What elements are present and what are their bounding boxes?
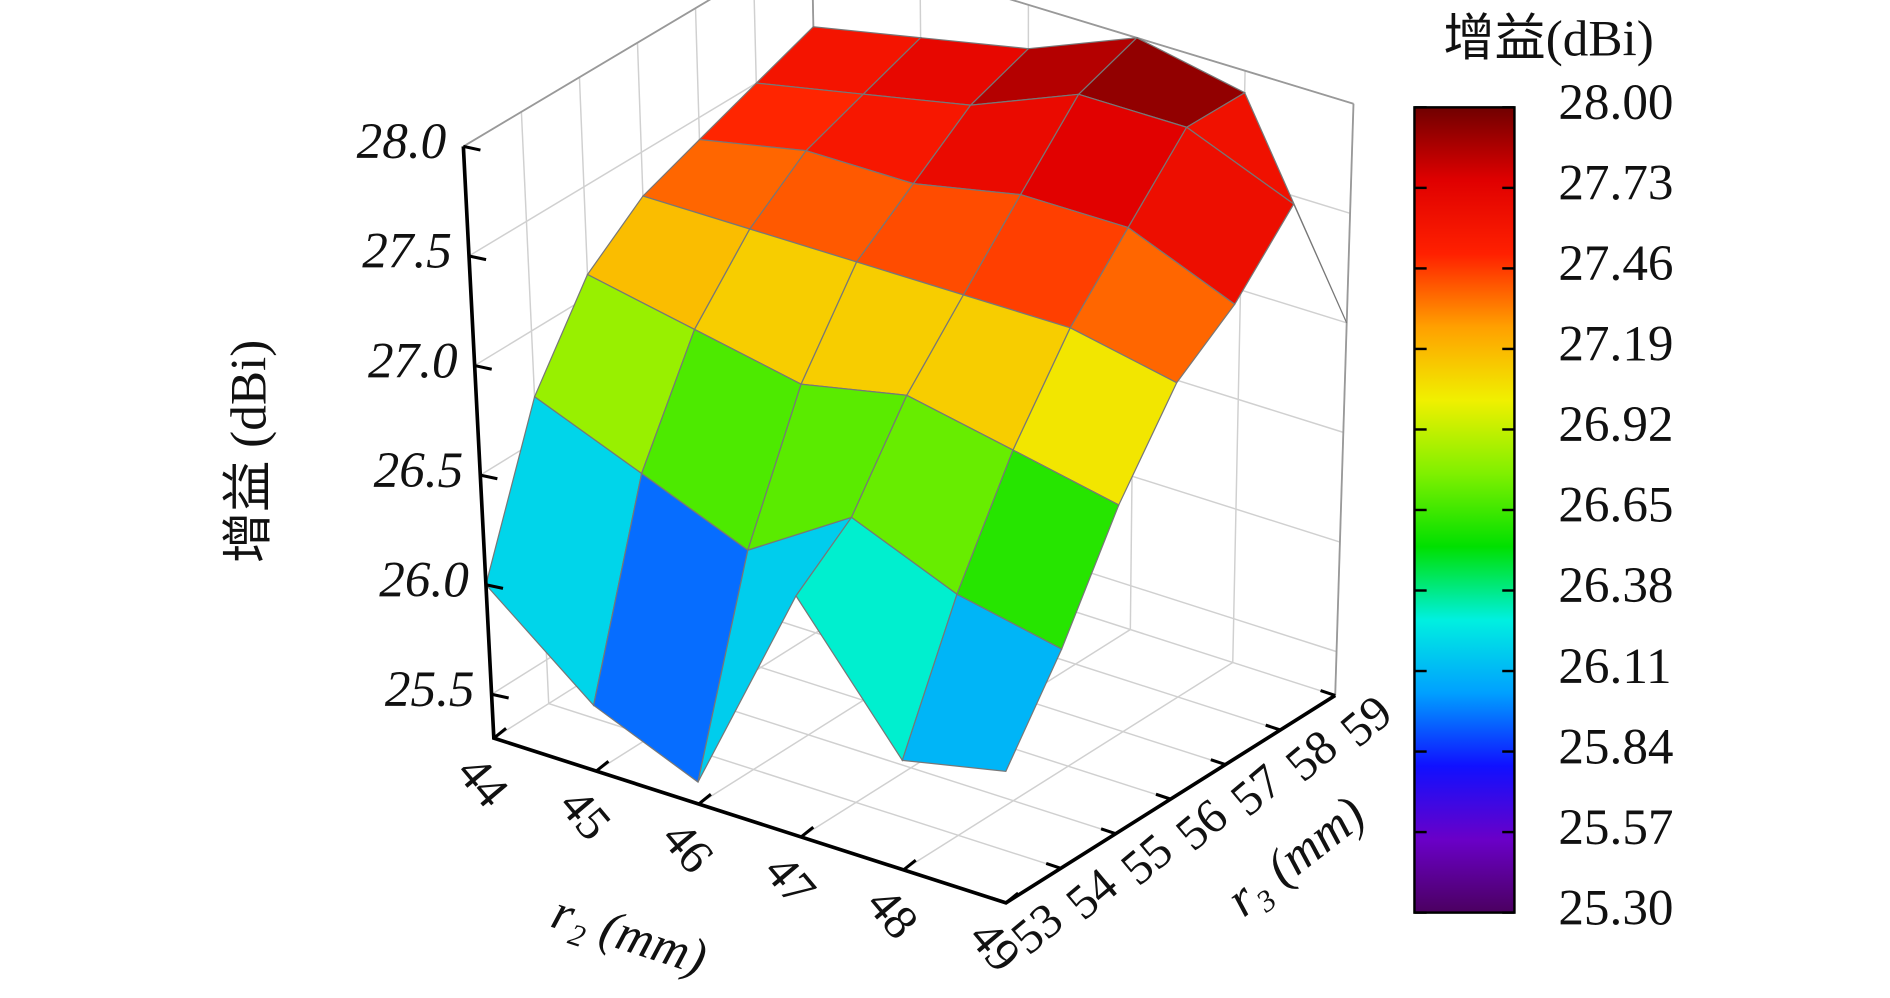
tick-mark	[1265, 723, 1281, 732]
surface-patch	[901, 593, 1063, 772]
tick-mark	[1155, 792, 1172, 801]
y-tick-label: 55	[1111, 823, 1183, 896]
tick-mark	[485, 583, 504, 590]
tick-mark	[902, 858, 917, 872]
tick-mark	[479, 473, 498, 481]
x-tick-label: 45	[549, 778, 622, 850]
z-tick-label: 27.5	[362, 223, 452, 280]
tick-mark	[595, 760, 610, 773]
x-tick-label: 46	[651, 811, 724, 883]
y-tick-label: 54	[1056, 857, 1128, 930]
colorbar-tick-label: 26.92	[1558, 396, 1673, 453]
colorbar-tick-label: 26.65	[1558, 477, 1673, 534]
tick-mark	[1045, 861, 1062, 870]
tick-mark	[1100, 827, 1117, 836]
colorbar-tick-label: 25.57	[1558, 799, 1673, 856]
y-tick-label: 59	[1330, 685, 1402, 758]
colorbar-title: 增益(dBi)	[1443, 11, 1654, 68]
tick-mark	[697, 793, 712, 806]
tick-mark	[1005, 891, 1020, 905]
z-tick-label: 26.5	[374, 442, 464, 499]
z-tick-label: 28.0	[357, 113, 447, 170]
x-tick-label: 47	[754, 844, 827, 916]
tick-mark	[463, 144, 481, 152]
tick-mark	[800, 826, 815, 839]
colorbar-tick-label: 28.00	[1558, 74, 1673, 131]
colorbar-tick-label: 27.73	[1558, 155, 1673, 212]
box-edge	[1334, 103, 1355, 696]
tick-mark	[492, 727, 507, 740]
colorbar-tick-label: 27.19	[1558, 316, 1673, 373]
grid-line	[520, 111, 1062, 870]
x-tick-label: 44	[447, 745, 520, 817]
x-tick-label: 48	[856, 877, 929, 949]
axis-line	[461, 146, 1337, 905]
colorbar-tick-label: 26.11	[1558, 638, 1671, 695]
tick-mark	[474, 364, 493, 371]
y-tick-label: 58	[1275, 719, 1347, 792]
z-tick-label: 27.0	[368, 332, 458, 389]
tick-mark	[1210, 758, 1226, 767]
y-tick-label: 56	[1166, 788, 1238, 861]
tick-mark	[1320, 689, 1336, 697]
colorbar-tick-label: 26.38	[1558, 557, 1673, 614]
tick-mark	[468, 254, 487, 262]
z-tick-label: 25.5	[385, 661, 475, 718]
colorbar-tick-label: 25.30	[1558, 879, 1673, 936]
colorbar-tick-label: 25.84	[1558, 718, 1673, 775]
y-tick-label: 57	[1220, 754, 1292, 827]
z-tick-label: 26.0	[379, 551, 469, 608]
z-axis-label: 增益 (dBi)	[220, 340, 277, 563]
colorbar	[1413, 106, 1516, 914]
box-edge	[462, 0, 1354, 148]
colorbar-tick-label: 27.46	[1558, 235, 1673, 292]
x-axis-label: r₂ (mm)	[545, 883, 713, 986]
tick-mark	[491, 692, 509, 700]
tick-mark	[990, 896, 1007, 905]
